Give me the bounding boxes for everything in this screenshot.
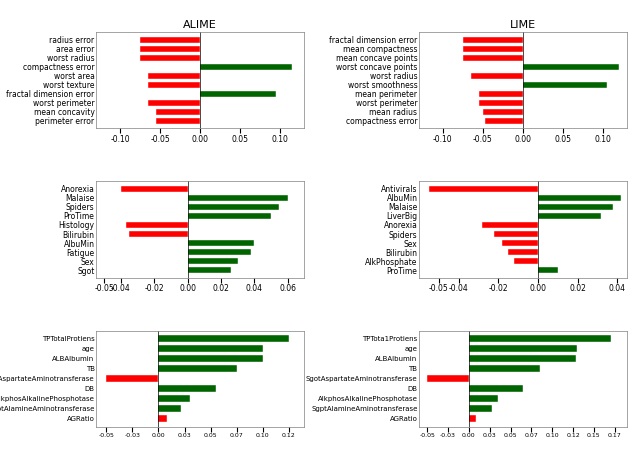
Bar — [463, 55, 523, 61]
Bar — [494, 231, 538, 237]
Bar — [200, 64, 292, 70]
Bar — [538, 204, 613, 210]
Bar — [538, 267, 558, 273]
Bar — [469, 365, 540, 372]
Bar — [121, 186, 188, 192]
Bar — [484, 118, 523, 124]
Bar — [148, 73, 200, 79]
Bar — [106, 375, 159, 382]
Bar — [200, 90, 276, 97]
Bar — [148, 100, 200, 106]
Bar — [159, 415, 167, 422]
Bar — [159, 345, 262, 352]
Bar — [159, 355, 262, 362]
Bar — [469, 405, 492, 413]
Bar — [469, 395, 498, 403]
Bar — [159, 335, 289, 342]
Bar — [188, 267, 231, 273]
Bar — [469, 415, 476, 422]
Bar — [129, 231, 188, 237]
Bar — [538, 213, 602, 219]
Bar — [159, 365, 237, 372]
Bar — [140, 55, 200, 61]
Bar — [429, 186, 538, 192]
Title: LIME: LIME — [510, 20, 536, 30]
Bar — [483, 109, 523, 115]
Bar — [188, 213, 271, 219]
Bar — [479, 90, 523, 97]
Bar — [159, 405, 181, 413]
Bar — [159, 395, 189, 403]
Bar — [479, 100, 523, 106]
Bar — [126, 222, 188, 228]
Bar — [148, 82, 200, 88]
Bar — [188, 249, 251, 255]
Bar — [538, 195, 621, 201]
Bar — [140, 45, 200, 52]
Bar — [463, 45, 523, 52]
Bar — [140, 37, 200, 43]
Bar — [523, 82, 607, 88]
Bar — [188, 204, 279, 210]
Bar — [469, 335, 611, 342]
Bar — [469, 385, 523, 392]
Bar — [188, 258, 237, 264]
Bar — [508, 249, 538, 255]
Bar — [523, 64, 619, 70]
Bar — [471, 73, 523, 79]
Bar — [156, 109, 200, 115]
Bar — [469, 355, 575, 362]
Title: ALIME: ALIME — [183, 20, 217, 30]
Bar — [502, 240, 538, 246]
Bar — [428, 375, 469, 382]
Bar — [514, 258, 538, 264]
Bar — [156, 118, 200, 124]
Bar — [188, 195, 287, 201]
Bar — [159, 385, 216, 392]
Bar — [188, 240, 254, 246]
Bar — [463, 37, 523, 43]
Bar — [483, 222, 538, 228]
Bar — [469, 345, 577, 352]
